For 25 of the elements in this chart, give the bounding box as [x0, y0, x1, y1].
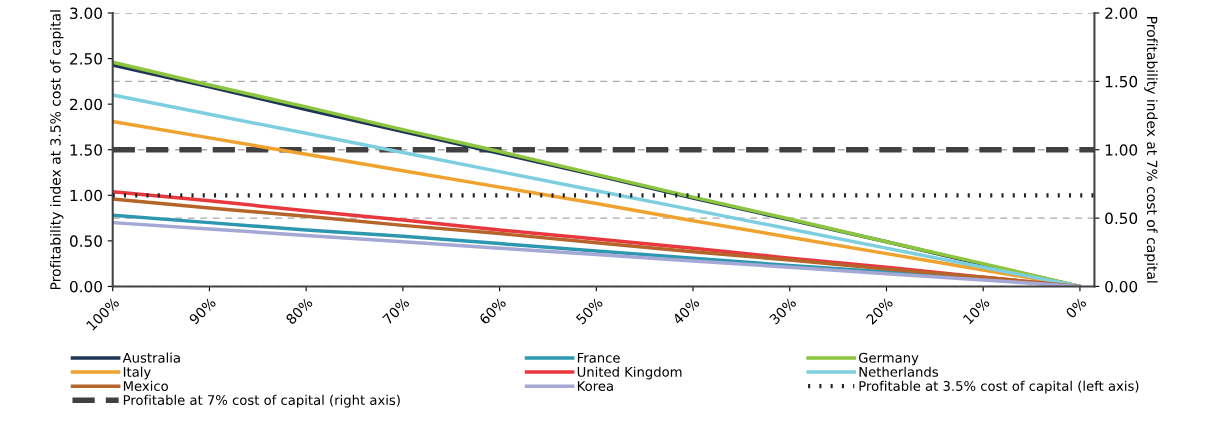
- y-tick-label: 0.50: [69, 235, 102, 247]
- y-tick-label: 1.00: [70, 189, 102, 202]
- legend-label: Profitable at 7% cost of capital (right axis): [123, 394, 400, 408]
- legend-label: Germany: [858, 352, 919, 366]
- y2-tick-label: 1.50: [1105, 75, 1138, 88]
- legend-label: France: [577, 352, 620, 363]
- x-tick-label: 0%: [1065, 296, 1087, 319]
- y2-axis-title: Profitability index at 7% cost of capital: [1144, 17, 1158, 283]
- y-tick-label: 1.50: [70, 144, 102, 156]
- legend-label: Korea: [577, 381, 613, 391]
- y-tick-label: 3.00: [70, 7, 102, 20]
- y-tick-label: 0.00: [69, 280, 102, 293]
- y-tick-label: 2.50: [70, 53, 102, 65]
- y2-tick-label: 1.00: [1105, 144, 1138, 156]
- legend-label: Mexico: [123, 380, 168, 391]
- y2-tick-label: 0.50: [1105, 212, 1138, 225]
- legend-label: Netherlands: [859, 366, 939, 377]
- y-tick-label: 2.00: [70, 98, 102, 111]
- y-axis-title: Profitability index at 3.5% cost of capital: [49, 10, 64, 290]
- legend-label: Profitable at 3.5% cost of capital (left axis): [859, 380, 1139, 394]
- y2-tick-label: 2.00: [1105, 7, 1138, 20]
- legend-label: Australia: [122, 352, 180, 363]
- legend-label: United Kingdom: [577, 366, 682, 380]
- legend-label: Italy: [123, 366, 151, 380]
- y2-tick-label: 0.00: [1105, 280, 1138, 293]
